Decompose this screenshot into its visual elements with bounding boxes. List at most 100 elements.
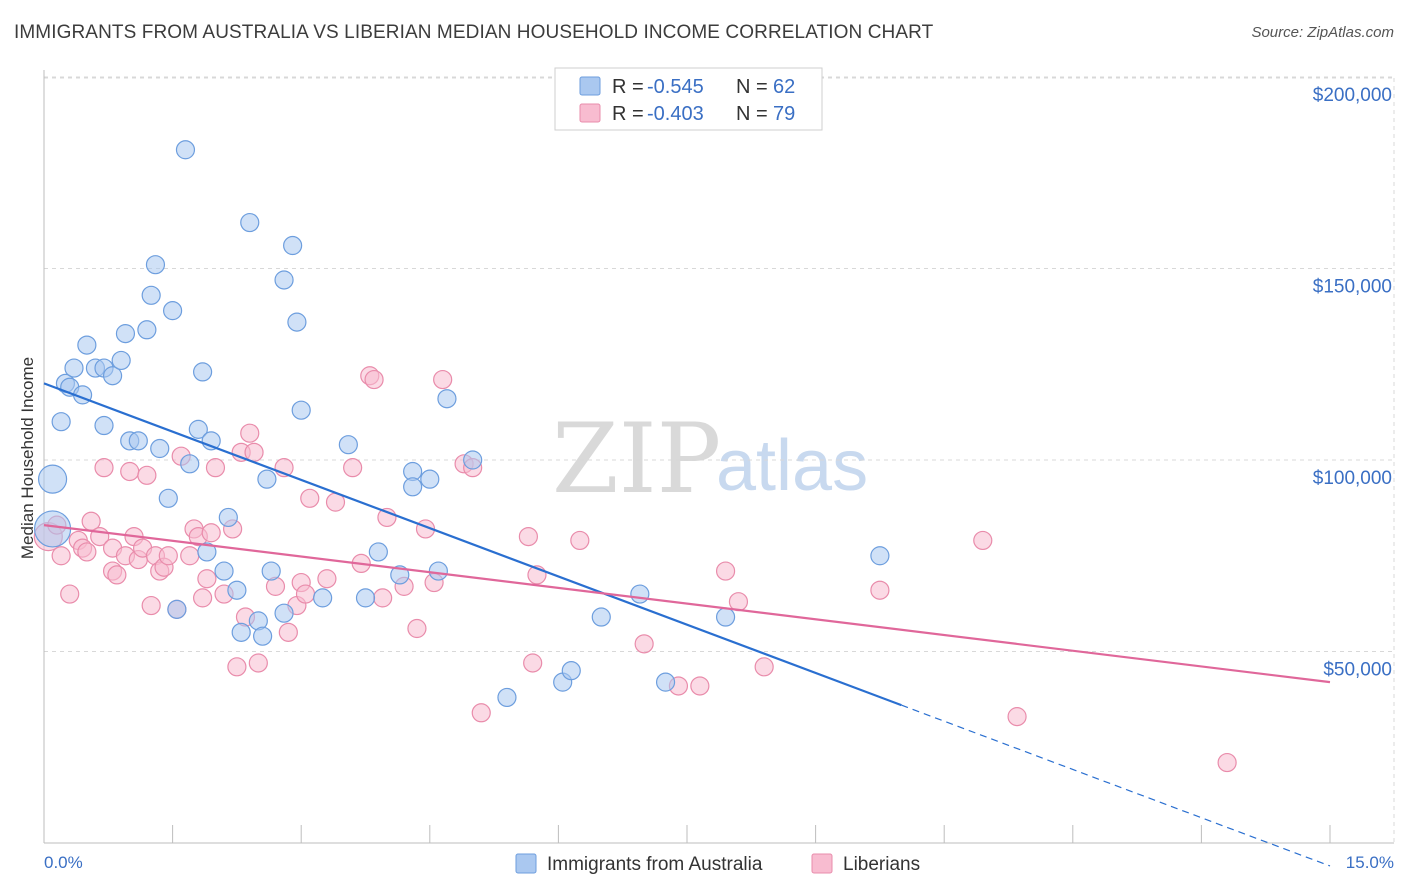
source-label: Source: ZipAtlas.com xyxy=(1251,24,1394,41)
liberians-point-43 xyxy=(278,622,298,642)
australia-point-2 xyxy=(51,412,71,432)
australia-point-22 xyxy=(167,599,187,619)
australia-points xyxy=(33,140,890,708)
australia-point-36 xyxy=(257,469,277,489)
australia-point-46 xyxy=(368,542,388,562)
australia-point-50 xyxy=(420,469,440,489)
australia-point-5 xyxy=(64,358,84,378)
liberians-point-67 xyxy=(570,530,590,551)
liberians-point-53 xyxy=(364,369,384,390)
australia-point-42 xyxy=(291,400,311,420)
australia-point-44 xyxy=(338,435,358,455)
australia-point-43 xyxy=(313,588,333,608)
liberians-point-54 xyxy=(373,588,393,608)
liberians-point-57 xyxy=(407,618,427,639)
liberians-point-50 xyxy=(343,458,363,478)
australia-trend-line xyxy=(43,382,902,707)
australia-point-58 xyxy=(630,584,650,604)
liberians-point-71 xyxy=(715,561,736,581)
australia-point-49 xyxy=(403,477,423,497)
liberians-point-18 xyxy=(137,465,157,485)
legend-r-value-2: -0.403 xyxy=(647,103,704,125)
australia-point-47 xyxy=(390,565,410,585)
australia-point-25 xyxy=(188,419,208,439)
watermark: ZIP atlas xyxy=(552,403,868,515)
australia-point-33 xyxy=(240,212,260,233)
liberians-trend-line xyxy=(43,524,1331,684)
legend-r-label-2: R = xyxy=(612,103,644,125)
legend-n-value-1: 62 xyxy=(773,76,795,98)
liberians-point-31 xyxy=(201,523,221,543)
watermark-zip: ZIP xyxy=(552,403,721,515)
y-axis-title: Median Household Income xyxy=(18,357,37,559)
australia-point-59 xyxy=(655,672,676,692)
liberians-point-48 xyxy=(317,569,337,589)
australia-point-17 xyxy=(141,285,161,305)
liberians-point-23 xyxy=(158,546,178,566)
legend-swatch-australia xyxy=(579,76,601,96)
x-tick-label-min: 0.0% xyxy=(44,853,83,872)
australia-point-60 xyxy=(715,607,736,627)
liberians-point-70 xyxy=(690,676,710,696)
x-tick-label-max: 15.0% xyxy=(1346,853,1394,872)
australia-point-13 xyxy=(115,324,136,344)
liberians-point-35 xyxy=(227,657,247,677)
australia-point-61 xyxy=(870,546,890,566)
liberians-point-26 xyxy=(180,546,200,566)
bottom-legend-swatch-liberians xyxy=(811,853,833,874)
australia-point-57 xyxy=(591,607,611,627)
australia-point-41 xyxy=(287,312,307,332)
australia-trend-extension xyxy=(901,704,1331,867)
australia-point-54 xyxy=(497,687,517,708)
liberians-point-76 xyxy=(1007,707,1027,727)
bottom-legend-label-australia: Immigrants from Australia xyxy=(547,854,763,875)
liberians-point-73 xyxy=(754,657,774,677)
y-tick-label-150000: $150,000 xyxy=(1313,277,1392,298)
y-tick-labels: $50,000 $100,000 $150,000 $200,000 xyxy=(1313,85,1392,681)
australia-point-51 xyxy=(428,561,448,581)
australia-point-26 xyxy=(193,362,213,382)
liberians-point-64 xyxy=(518,526,538,547)
liberians-point-30 xyxy=(197,569,217,589)
australia-point-40 xyxy=(283,235,303,256)
australia-point-20 xyxy=(158,488,178,508)
liberians-point-39 xyxy=(244,442,264,462)
australia-point-35 xyxy=(253,626,273,646)
liberians-point-68 xyxy=(634,634,654,654)
australia-point-15 xyxy=(128,431,148,451)
liberians-point-72 xyxy=(728,592,749,612)
y-tick-label-100000: $100,000 xyxy=(1313,468,1392,489)
liberians-point-60 xyxy=(433,369,453,390)
legend-n-label-1: N = xyxy=(736,76,768,98)
liberians-point-32 xyxy=(205,458,226,478)
liberians-point-14 xyxy=(120,461,140,482)
australia-point-53 xyxy=(463,450,483,470)
liberians-point-46 xyxy=(295,584,316,604)
y-tick-label-200000: $200,000 xyxy=(1313,85,1392,106)
liberians-point-65 xyxy=(523,653,543,673)
australia-point-7 xyxy=(77,335,97,355)
liberians-point-47 xyxy=(300,488,320,508)
liberians-point-63 xyxy=(471,703,491,723)
australia-point-0 xyxy=(37,464,68,494)
liberians-point-75 xyxy=(973,530,993,551)
watermark-atlas: atlas xyxy=(716,426,868,506)
australia-point-18 xyxy=(145,255,166,275)
australia-point-11 xyxy=(102,366,123,386)
australia-point-32 xyxy=(231,622,251,642)
liberians-point-77 xyxy=(1217,752,1237,773)
legend-n-label-2: N = xyxy=(736,103,768,125)
liberians-point-3 xyxy=(60,584,80,604)
australia-point-37 xyxy=(261,561,281,581)
australia-point-56 xyxy=(561,661,581,681)
legend-n-value-2: 79 xyxy=(773,103,795,125)
legend-swatch-liberians xyxy=(579,103,601,123)
liberians-point-2 xyxy=(51,546,71,566)
australia-point-1 xyxy=(33,510,72,548)
bottom-legend-swatch-australia xyxy=(515,853,537,874)
chart-title: IMMIGRANTS FROM AUSTRALIA VS LIBERIAN ME… xyxy=(14,22,934,43)
liberians-point-19 xyxy=(141,595,161,616)
liberians-point-6 xyxy=(77,542,97,562)
australia-point-39 xyxy=(274,270,294,290)
